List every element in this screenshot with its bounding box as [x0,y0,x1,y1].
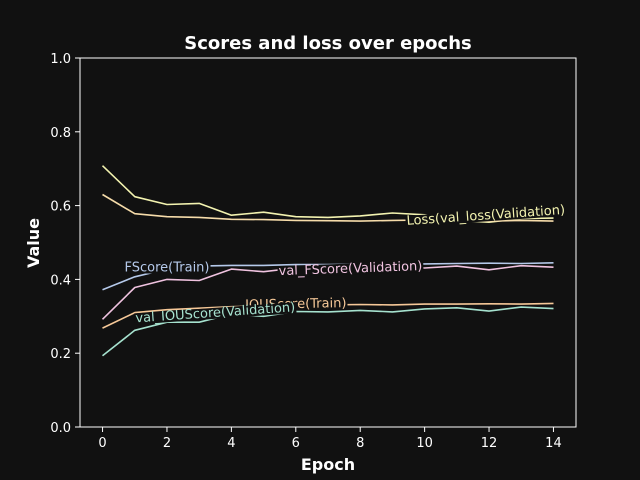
y-tick-label: 0.0 [50,421,71,436]
x-tick-label: 2 [163,436,171,451]
x-tick-label: 10 [416,436,433,451]
y-tick-label: 0.6 [50,200,71,215]
x-tick-label: 14 [545,436,562,451]
inline-label-background [277,261,424,278]
x-tick-label: 6 [292,436,300,451]
inline-label-background [134,302,297,325]
inline-label-background [123,262,211,274]
chart-title: Scores and loss over epochs [184,33,472,54]
y-tick-label: 1.0 [50,52,71,67]
x-tick-label: 4 [227,436,235,451]
y-axis: 0.0 0.2 0.4 0.6 0.8 1.0 [50,52,80,436]
plot-frame [79,57,577,428]
x-axis: 0 2 4 6 8 10 12 14 [98,427,562,451]
series-line-5 [102,306,554,357]
y-tick-label: 0.4 [50,273,71,288]
series-inline-label: FScore(Train) [125,261,210,276]
y-tick-label: 0.8 [50,126,71,141]
inline-label-background [405,204,567,227]
series-inline-label: val_FScore(Validation) [278,259,422,279]
x-tick-label: 8 [356,436,364,451]
x-tick-label: 0 [98,436,106,451]
y-tick-label: 0.2 [50,347,71,362]
y-axis-label: Value [24,218,43,268]
x-tick-label: 12 [481,436,498,451]
x-axis-label: Epoch [301,455,355,474]
